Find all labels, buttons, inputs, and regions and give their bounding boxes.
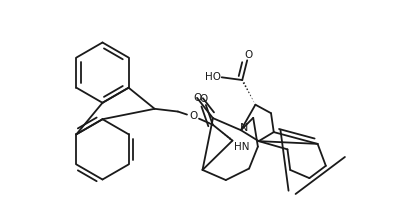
Text: O: O (189, 111, 197, 121)
Text: O: O (200, 94, 208, 104)
Text: O: O (245, 50, 253, 60)
Text: N: N (240, 123, 248, 133)
Text: HO: HO (206, 72, 221, 82)
Text: O: O (193, 93, 201, 103)
Text: HN: HN (234, 142, 249, 152)
